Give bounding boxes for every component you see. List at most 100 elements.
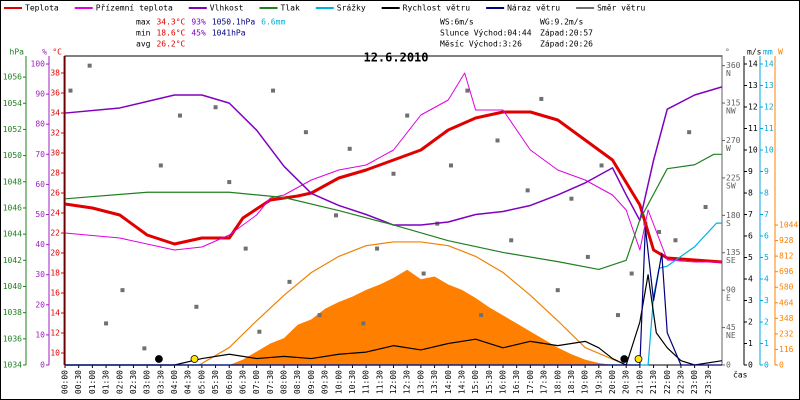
- compass-label: NW: [726, 107, 736, 116]
- x-tick-label: 11:30: [375, 370, 384, 394]
- axis-tick-label: 14: [748, 60, 758, 69]
- x-tick-label: 01:30: [102, 370, 111, 394]
- axis-title: m/s: [747, 48, 762, 57]
- axis-tick-label: 2: [764, 318, 769, 327]
- axis-tick-label: 60: [35, 180, 45, 189]
- direction-point: [405, 113, 410, 118]
- x-tick-label: 16:00: [499, 370, 508, 394]
- axis-tick-label: 6: [764, 232, 769, 241]
- axis-tick-label: 8: [748, 189, 753, 198]
- direction-point: [673, 238, 678, 243]
- direction-point: [569, 196, 574, 201]
- x-tick-label: 06:00: [225, 370, 234, 394]
- axis-tick-label: 22: [50, 229, 60, 238]
- stat-text: 6.6mm: [261, 18, 285, 27]
- axis-tick-label: 1: [748, 339, 753, 348]
- axis-tick-label: 36: [50, 89, 60, 98]
- compass-label: SW: [726, 181, 736, 190]
- direction-point: [615, 313, 620, 318]
- axis-tick-label: 6: [748, 232, 753, 241]
- direction-point: [599, 163, 604, 168]
- axis-tick-label: 3: [748, 296, 753, 305]
- axis-tick-label: 9: [764, 167, 769, 176]
- direction-point: [421, 271, 426, 276]
- axis-title: °C: [52, 48, 62, 57]
- x-tick-label: 10:00: [334, 370, 343, 394]
- axis-tick-label: 10: [35, 330, 45, 339]
- direction-point: [703, 205, 708, 210]
- axis-tick-label: 13: [764, 81, 774, 90]
- direction-point: [194, 304, 199, 309]
- axis-title: hPa: [10, 48, 25, 57]
- direction-point: [629, 271, 634, 276]
- legend-label: Směr větru: [597, 4, 645, 13]
- axis-tick-label: 45: [726, 323, 736, 332]
- axis-tick-label: 0: [726, 361, 731, 370]
- series-line: [64, 153, 722, 271]
- legend-label: Tlak: [281, 4, 300, 13]
- axis-tick-label: 928: [779, 236, 794, 245]
- axis-title: W: [778, 48, 783, 57]
- axis-tick-label: 7: [764, 210, 769, 219]
- legend-label: Srážky: [337, 4, 366, 13]
- x-tick-label: 08:30: [293, 370, 302, 394]
- x-tick-label: 20:30: [622, 370, 631, 394]
- x-tick-label: 10:30: [348, 370, 357, 394]
- x-tick-label: 18:00: [553, 370, 562, 394]
- x-tick-label: 19:00: [581, 370, 590, 394]
- direction-point: [479, 313, 484, 318]
- x-tick-label: 04:30: [184, 370, 193, 394]
- axis-tick-label: 360: [726, 61, 741, 70]
- direction-point: [657, 229, 662, 234]
- x-tick-label: 03:00: [143, 370, 152, 394]
- axis-tick-label: 32: [50, 129, 60, 138]
- event-marker: [634, 355, 643, 363]
- x-axis-label: čas: [733, 370, 748, 380]
- axis-tick-label: 4: [748, 275, 753, 284]
- x-tick-label: 15:00: [471, 370, 480, 394]
- direction-point: [243, 246, 248, 251]
- axis-tick-label: 40: [35, 240, 45, 249]
- x-tick-label: 05:30: [211, 370, 220, 394]
- direction-point: [271, 88, 276, 93]
- axis-tick-label: 20: [50, 249, 60, 258]
- x-tick-label: 11:00: [362, 370, 371, 394]
- axis-tick-label: 9: [748, 167, 753, 176]
- event-marker: [190, 355, 199, 363]
- direction-point: [158, 163, 163, 168]
- stat-text: max: [136, 18, 151, 27]
- direction-point: [227, 180, 232, 185]
- axis-tick-label: 1034: [3, 361, 22, 370]
- axis-tick-label: 1056: [3, 73, 22, 82]
- axis-tick-label: 1048: [3, 177, 22, 186]
- x-tick-label: 17:30: [540, 370, 549, 394]
- axis-tick-label: 0: [748, 361, 753, 370]
- x-tick-label: 00:30: [74, 370, 83, 394]
- axis-tick-label: 1042: [3, 256, 22, 265]
- direction-point: [303, 130, 308, 135]
- axis-tick-label: 10: [764, 146, 774, 155]
- axis-tick-label: 12: [50, 329, 60, 338]
- compass-label: E: [726, 294, 731, 303]
- x-tick-label: 14:00: [444, 370, 453, 394]
- axis-tick-label: 11: [764, 124, 774, 133]
- axis-tick-label: 0: [779, 361, 784, 370]
- axis-tick-label: 30: [35, 270, 45, 279]
- x-tick-label: 22:00: [663, 370, 672, 394]
- stat-text: avg: [136, 40, 151, 49]
- axis-tick-label: 1: [764, 339, 769, 348]
- series-line: [65, 274, 723, 366]
- series-line: [198, 241, 627, 366]
- axis-tick-label: 16: [50, 289, 60, 298]
- x-tick-label: 07:00: [252, 370, 261, 394]
- axis-tick-label: 18: [50, 269, 60, 278]
- axis-tick-label: 26: [50, 189, 60, 198]
- compass-label: SE: [726, 256, 736, 265]
- axis-title: °: [725, 48, 730, 57]
- x-tick-label: 20:00: [608, 370, 617, 394]
- x-tick-label: 12:00: [389, 370, 398, 394]
- axis-tick-label: 70: [35, 150, 45, 159]
- axis-tick-label: 1036: [3, 334, 22, 343]
- axis-tick-label: 1046: [3, 203, 22, 212]
- direction-point: [539, 96, 544, 101]
